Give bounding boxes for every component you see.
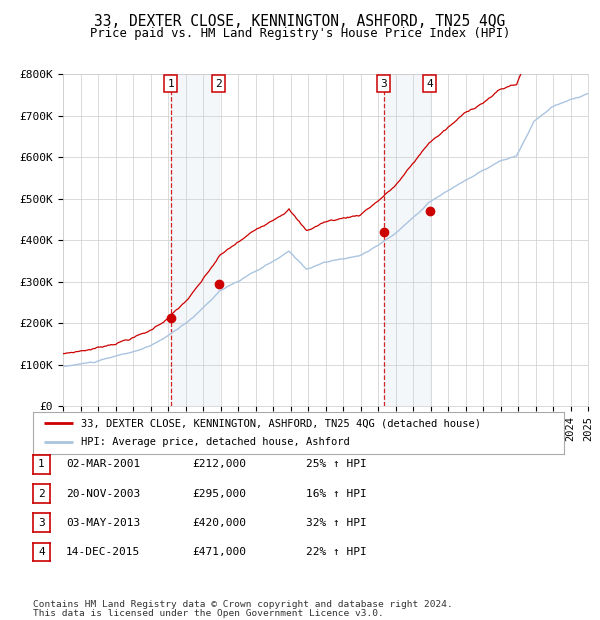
Text: 33, DEXTER CLOSE, KENNINGTON, ASHFORD, TN25 4QG: 33, DEXTER CLOSE, KENNINGTON, ASHFORD, T…	[94, 14, 506, 29]
Text: £420,000: £420,000	[192, 518, 246, 528]
Text: 16% ↑ HPI: 16% ↑ HPI	[306, 489, 367, 498]
Text: 4: 4	[426, 79, 433, 89]
Text: Price paid vs. HM Land Registry's House Price Index (HPI): Price paid vs. HM Land Registry's House …	[90, 27, 510, 40]
Text: 14-DEC-2015: 14-DEC-2015	[66, 547, 140, 557]
Text: HPI: Average price, detached house, Ashford: HPI: Average price, detached house, Ashf…	[81, 438, 350, 448]
Text: 2: 2	[38, 489, 45, 498]
Text: 4: 4	[38, 547, 45, 557]
Text: 3: 3	[38, 518, 45, 528]
Text: 22% ↑ HPI: 22% ↑ HPI	[306, 547, 367, 557]
Text: 1: 1	[167, 79, 175, 89]
Bar	[384, 74, 430, 406]
Bar	[171, 74, 218, 406]
Text: This data is licensed under the Open Government Licence v3.0.: This data is licensed under the Open Gov…	[33, 608, 384, 618]
Text: 32% ↑ HPI: 32% ↑ HPI	[306, 518, 367, 528]
Text: Contains HM Land Registry data © Crown copyright and database right 2024.: Contains HM Land Registry data © Crown c…	[33, 600, 453, 609]
Text: £295,000: £295,000	[192, 489, 246, 498]
Text: 02-MAR-2001: 02-MAR-2001	[66, 459, 140, 469]
Text: 03-MAY-2013: 03-MAY-2013	[66, 518, 140, 528]
Text: £471,000: £471,000	[192, 547, 246, 557]
Text: 3: 3	[380, 79, 387, 89]
Text: 20-NOV-2003: 20-NOV-2003	[66, 489, 140, 498]
Text: 1: 1	[38, 459, 45, 469]
Text: 2: 2	[215, 79, 222, 89]
Text: £212,000: £212,000	[192, 459, 246, 469]
Text: 25% ↑ HPI: 25% ↑ HPI	[306, 459, 367, 469]
Text: 33, DEXTER CLOSE, KENNINGTON, ASHFORD, TN25 4QG (detached house): 33, DEXTER CLOSE, KENNINGTON, ASHFORD, T…	[81, 418, 481, 428]
